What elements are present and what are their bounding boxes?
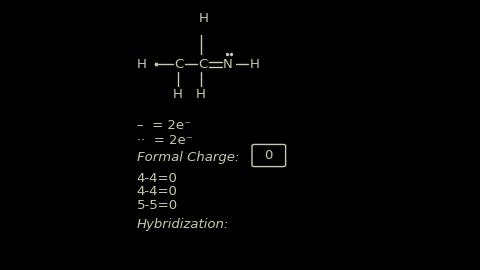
Text: N: N: [223, 58, 233, 71]
Text: –  = 2e⁻: – = 2e⁻: [137, 119, 191, 132]
Text: H: H: [250, 58, 260, 71]
Text: Hybridization:: Hybridization:: [137, 218, 229, 231]
Text: Formal Charge:: Formal Charge:: [137, 151, 239, 164]
Text: 4-4=0: 4-4=0: [137, 172, 178, 185]
Text: C: C: [174, 58, 183, 71]
Text: H: H: [173, 88, 183, 101]
Text: C: C: [198, 58, 207, 71]
Text: 0: 0: [264, 149, 273, 162]
Text: 5-5=0: 5-5=0: [137, 199, 178, 212]
Text: H: H: [137, 58, 147, 71]
Text: ··  = 2e⁻: ·· = 2e⁻: [137, 134, 192, 147]
Text: 4-4=0: 4-4=0: [137, 185, 178, 198]
Text: H: H: [196, 88, 206, 101]
Text: H: H: [199, 12, 209, 25]
